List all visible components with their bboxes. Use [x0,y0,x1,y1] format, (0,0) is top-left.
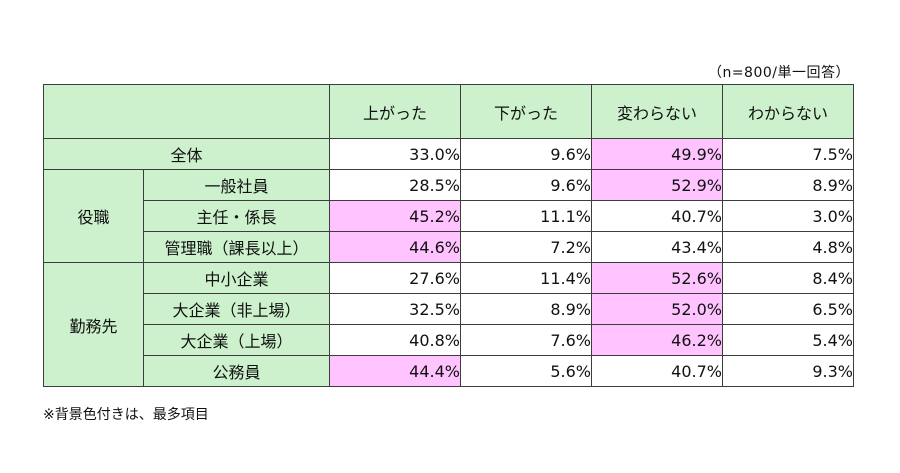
column-header: わからない [722,84,854,139]
value-cell: 44.4% [329,355,461,387]
row-label: 一般社員 [143,169,330,201]
table-header-row: 上がった 下がった 変わらない わからない [43,84,854,139]
value-cell: 9.6% [460,169,592,201]
value-cell: 43.4% [591,231,723,263]
value-cell: 32.5% [329,293,461,325]
group-label: 役職 [43,169,144,263]
value-cell: 49.9% [591,138,723,170]
sample-note: （n=800/単一回答） [707,65,850,81]
value-cell: 5.6% [460,355,592,387]
value-cell: 44.6% [329,231,461,263]
row-label: 管理職（課長以上） [143,231,330,263]
value-cell: 8.9% [460,293,592,325]
value-cell: 4.8% [722,231,854,263]
value-cell: 52.9% [591,169,723,201]
row-label: 中小企業 [143,262,330,294]
value-cell: 3.0% [722,200,854,232]
value-cell: 9.6% [460,138,592,170]
table-row: 公務員 44.4% 5.6% 40.7% 9.3% [44,355,854,387]
value-cell: 46.2% [591,324,723,356]
value-cell: 7.6% [460,324,592,356]
value-cell: 40.7% [591,200,723,232]
table-row: 大企業（非上場） 32.5% 8.9% 52.0% 6.5% [44,293,854,325]
value-cell: 8.9% [722,169,854,201]
value-cell: 45.2% [329,200,461,232]
value-cell: 40.7% [591,355,723,387]
row-label: 大企業（非上場） [143,293,330,325]
value-cell: 11.1% [460,200,592,232]
column-header: 変わらない [591,84,723,139]
value-cell: 52.0% [591,293,723,325]
value-cell: 11.4% [460,262,592,294]
table-row: 役職 一般社員 28.5% 9.6% 52.9% 8.9% [43,169,854,263]
survey-table-body: 上がった 下がった 変わらない わからない 全体 33.0% 9.6% 49.9% 7.… [43,84,854,387]
value-cell: 27.6% [329,262,461,294]
footnote: ※背景色付きは、最多項目 [43,407,209,423]
row-label: 主任・係長 [143,200,330,232]
row-label: 公務員 [143,355,330,387]
column-header: 下がった [460,84,592,139]
row-label: 大企業（上場） [143,324,330,356]
corner-cell [43,84,330,139]
value-cell: 7.2% [460,231,592,263]
value-cell: 33.0% [329,138,461,170]
value-cell: 40.8% [329,324,461,356]
value-cell: 7.5% [722,138,854,170]
value-cell: 5.4% [722,324,854,356]
value-cell: 28.5% [329,169,461,201]
table-row: 大企業（上場） 40.8% 7.6% 46.2% 5.4% [44,324,854,356]
value-cell: 52.6% [591,262,723,294]
column-header: 上がった [329,84,461,139]
survey-table: 上がった 下がった 変わらない わからない 全体 33.0% 9.6% 49.9% 7.… [43,84,854,387]
row-label: 全体 [43,138,330,170]
group-label: 勤務先 [43,262,144,387]
value-cell: 6.5% [722,293,854,325]
table-row: 勤務先 中小企業 27.6% 11.4% 52.6% 8.4% [43,262,854,387]
table-row: 管理職（課長以上） 44.6% 7.2% 43.4% 4.8% [44,231,854,263]
value-cell: 8.4% [722,262,854,294]
table-row-overall: 全体 33.0% 9.6% 49.9% 7.5% [43,138,854,170]
value-cell: 9.3% [722,355,854,387]
table-row: 主任・係長 45.2% 11.1% 40.7% 3.0% [44,200,854,232]
